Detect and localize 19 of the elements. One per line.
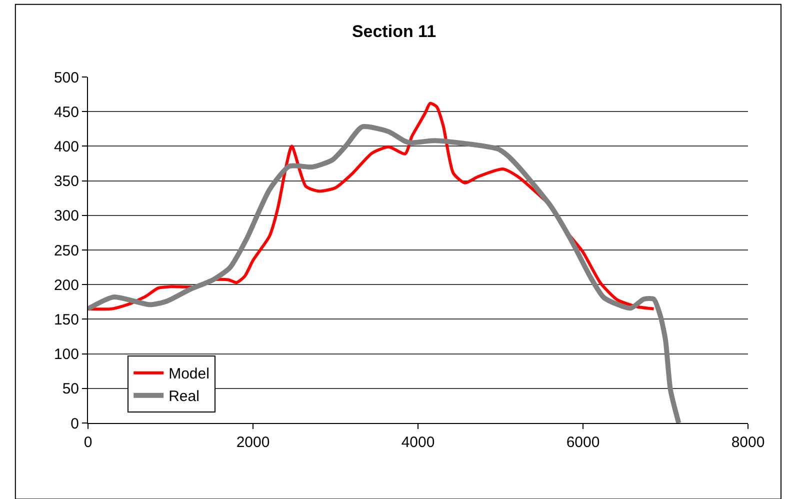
y-tick-label: 500 (54, 69, 79, 86)
legend-label: Model (168, 366, 210, 383)
legend-label: Real (168, 388, 200, 406)
y-tick-label: 0 (70, 415, 79, 432)
y-tick-label: 300 (54, 208, 79, 225)
x-tick-label: 4000 (401, 434, 435, 451)
x-tick-label: 6000 (566, 434, 600, 451)
x-tick-label: 8000 (731, 434, 765, 451)
y-tick-label: 150 (54, 311, 79, 328)
y-tick-label: 350 (54, 173, 79, 190)
x-tick-label: 2000 (236, 434, 270, 451)
y-tick-label: 450 (54, 104, 79, 121)
y-tick-label: 200 (54, 276, 79, 294)
x-tick-label: 0 (84, 434, 92, 451)
chart-title: Section 11 (352, 22, 436, 41)
y-tick-label: 250 (54, 242, 79, 260)
y-tick-label: 400 (54, 138, 79, 156)
y-tick-label: 50 (62, 380, 79, 398)
y-tick-label: 100 (54, 346, 79, 364)
